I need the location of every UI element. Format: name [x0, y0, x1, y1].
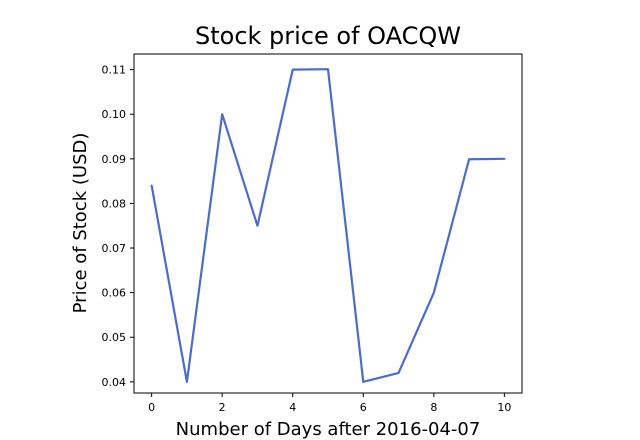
y-tick-label: 0.05: [102, 331, 127, 344]
x-tick-label: 4: [289, 401, 296, 414]
y-tick-label: 0.04: [102, 376, 127, 389]
y-tick-label: 0.11: [102, 64, 127, 77]
y-tick-label: 0.06: [102, 287, 127, 300]
x-tick-label: 6: [360, 401, 367, 414]
y-tick-label: 0.10: [102, 108, 127, 121]
chart-title: Stock price of OACQW: [195, 22, 461, 50]
y-tick-label: 0.08: [102, 197, 127, 210]
y-axis: 0.04 0.05 0.06 0.07 0.08 0.09 0.10 0.11: [102, 64, 134, 389]
plot-frame: [133, 53, 523, 394]
x-tick-label: 0: [148, 401, 155, 414]
x-tick-label: 10: [497, 401, 511, 414]
y-axis-label: Price of Stock (USD): [70, 133, 91, 314]
y-tick-label: 0.07: [102, 242, 127, 255]
series-line-0: [150, 68, 506, 383]
series-group: [150, 68, 506, 383]
x-tick-label: 2: [219, 401, 226, 414]
y-tick-label: 0.09: [102, 153, 127, 166]
x-tick-label: 8: [430, 401, 437, 414]
x-axis-label: Number of Days after 2016-04-07: [176, 419, 481, 440]
x-axis: 0 2 4 6 8 10: [148, 393, 511, 414]
